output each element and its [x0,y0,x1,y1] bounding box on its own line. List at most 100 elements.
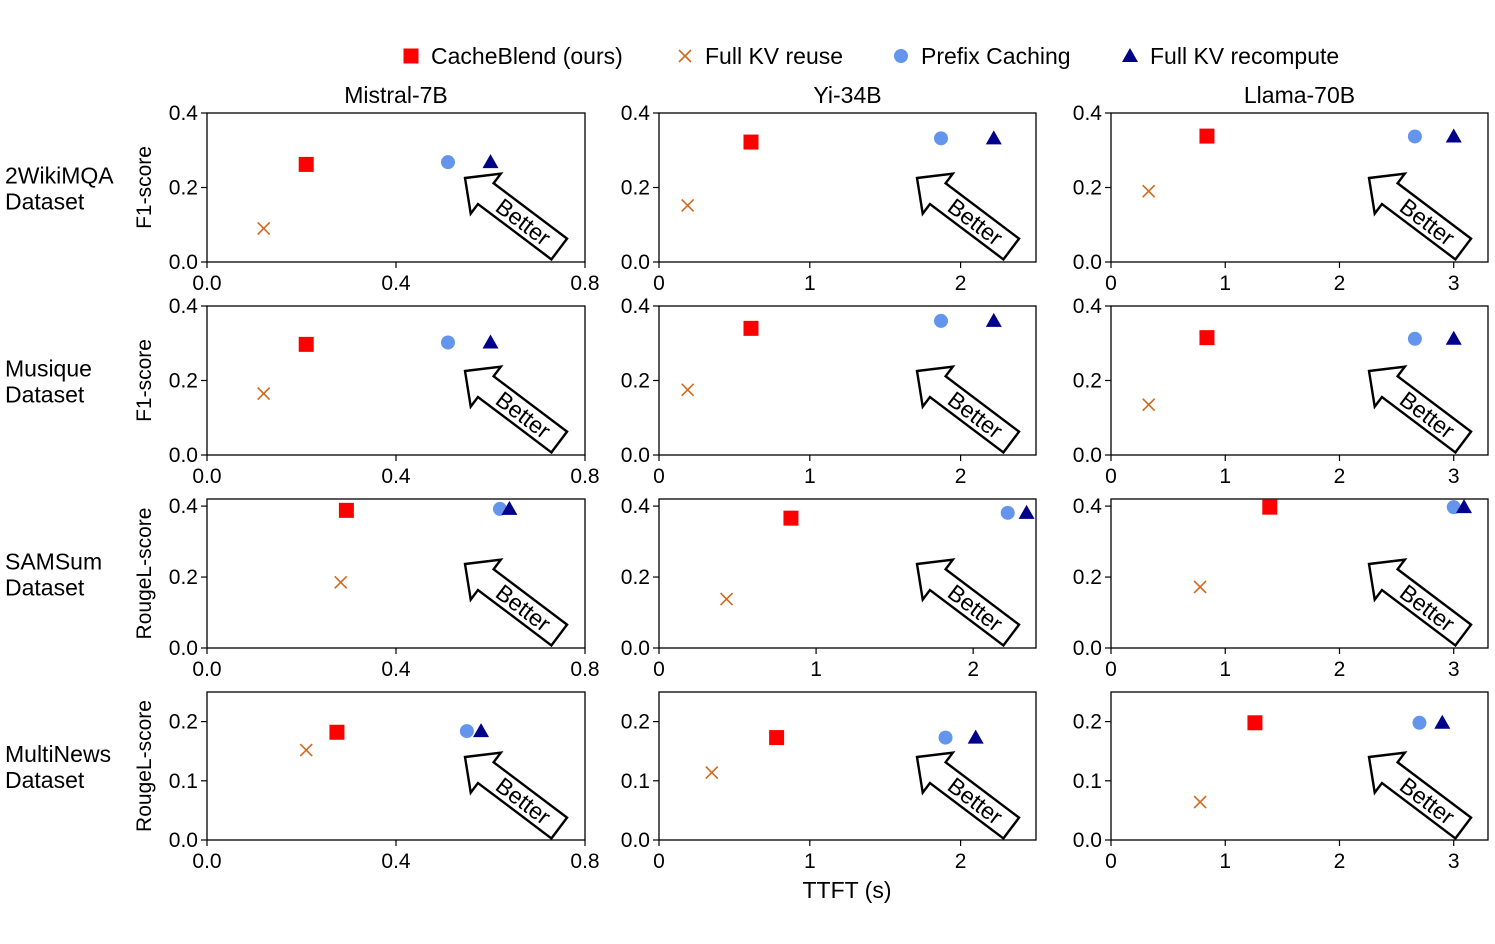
point-triangle [985,130,1002,145]
scatter-panel: 0.0 0.4 0.8 0.0 0.2 0.4 Better [169,102,600,295]
arrow-shape [1367,558,1473,648]
point-x [1142,184,1156,198]
point-triangle [967,729,984,744]
point-triangle [1456,499,1473,514]
legend-item: CacheBlend (ours) [403,43,623,69]
y-axis-label: F1-score [133,339,156,422]
point-square [329,724,345,740]
x-tick-label: 2 [955,850,967,873]
point-circle [938,730,953,745]
arrow-shape [915,172,1021,262]
y-tick-label: 0.2 [169,711,198,734]
point-circle [933,131,948,146]
better-arrow: Better [915,751,1021,841]
y-tick-label: 0.2 [169,370,198,393]
point-square [743,320,759,336]
arrow-shape [1367,751,1473,841]
point-x [1193,580,1207,594]
x-tick-label: 1 [804,850,816,873]
point-square [338,502,354,518]
x-marker-stroke [681,383,695,397]
point-triangle [482,154,499,169]
y-tick-label: 0.2 [169,566,198,589]
legend-label: Full KV recompute [1150,43,1339,69]
y-tick-label: 0.0 [1073,829,1102,852]
better-arrow: Better [1367,751,1473,841]
x-tick-label: 2 [1334,465,1346,488]
point-triangle [1445,128,1462,143]
y-tick-label: 0.0 [169,637,198,660]
y-tick-label: 0.4 [621,102,651,125]
x-tick-label: 0.4 [381,465,411,488]
point-circle [1407,129,1422,144]
better-arrow: Better [1367,365,1473,455]
y-tick-label: 0.4 [169,102,199,125]
better-arrow: Better [915,558,1021,648]
point-triangle [473,723,490,738]
row-label-line2: Dataset [5,575,85,601]
row-label-line2: Dataset [5,767,85,793]
arrow-shape [915,558,1021,648]
row-label-line1: MultiNews [5,741,111,767]
column-title: Llama-70B [1244,82,1355,108]
x-tick-label: 0 [653,658,665,681]
y-tick-label: 0.0 [169,829,198,852]
legend: CacheBlend (ours) Full KV reuse Prefix Cac… [403,43,1339,69]
point-x [681,383,695,397]
point-triangle [1445,330,1462,345]
x-tick-label: 0 [653,272,665,295]
x-tick-label: 2 [1334,850,1346,873]
scatter-panel: 0 1 2 3 0.0 0.1 0.2 Better [1073,691,1489,873]
y-tick-label: 0.0 [621,251,650,274]
y-axis-label: RougeL-score [133,700,156,832]
y-tick-label: 0.4 [169,495,199,518]
scatter-panel: 0 1 2 3 0.0 0.2 0.4 Better [1073,495,1489,681]
y-tick-label: 0.0 [621,444,650,467]
point-circle [459,724,474,739]
better-arrow: Better [915,172,1021,262]
column-title: Mistral-7B [344,82,448,108]
y-tick-label: 0.4 [1073,295,1103,318]
point-x [257,386,271,401]
y-tick-label: 0.2 [1073,370,1102,393]
point-triangle [985,312,1002,327]
y-tick-label: 0.1 [1073,770,1102,793]
arrow-shape [915,365,1021,455]
x-tick-label: 0 [653,465,665,488]
y-tick-label: 0.0 [621,637,650,660]
point-square [1262,499,1278,515]
arrow-shape [463,172,569,262]
x-marker-stroke [257,221,271,236]
point-square [743,134,759,150]
x-marker-stroke [334,575,348,589]
x-marker-stroke [257,386,271,401]
x-tick-label: 0.0 [192,658,221,681]
x-tick-label: 0.0 [192,850,221,873]
point-x [1193,795,1207,809]
point-circle [440,335,455,350]
x-tick-label: 0 [1105,272,1117,295]
x-tick-label: 0.0 [192,272,221,295]
y-tick-label: 0.4 [1073,495,1103,518]
x-tick-label: 2 [1334,658,1346,681]
y-tick-label: 0.4 [169,295,199,318]
better-arrow: Better [1367,558,1473,648]
x-tick-label: 1 [810,658,822,681]
x-tick-label: 0.4 [381,658,411,681]
point-square [769,730,785,746]
point-circle [1407,331,1422,346]
x-tick-label: 2 [955,465,967,488]
plot-frame [1110,498,1489,649]
scatter-panel: 0 1 2 3 0.0 0.2 0.4 Better [1073,102,1489,295]
arrow-shape [1367,172,1473,262]
point-x [719,592,734,606]
arrow-shape [463,751,569,841]
plot-frame [1110,691,1489,841]
point-circle [440,155,455,170]
x-tick-label: 3 [1448,658,1460,681]
y-tick-label: 0.2 [621,711,650,734]
better-arrow: Better [463,751,569,841]
x-marker-stroke [299,743,313,757]
point-circle [1412,715,1427,730]
